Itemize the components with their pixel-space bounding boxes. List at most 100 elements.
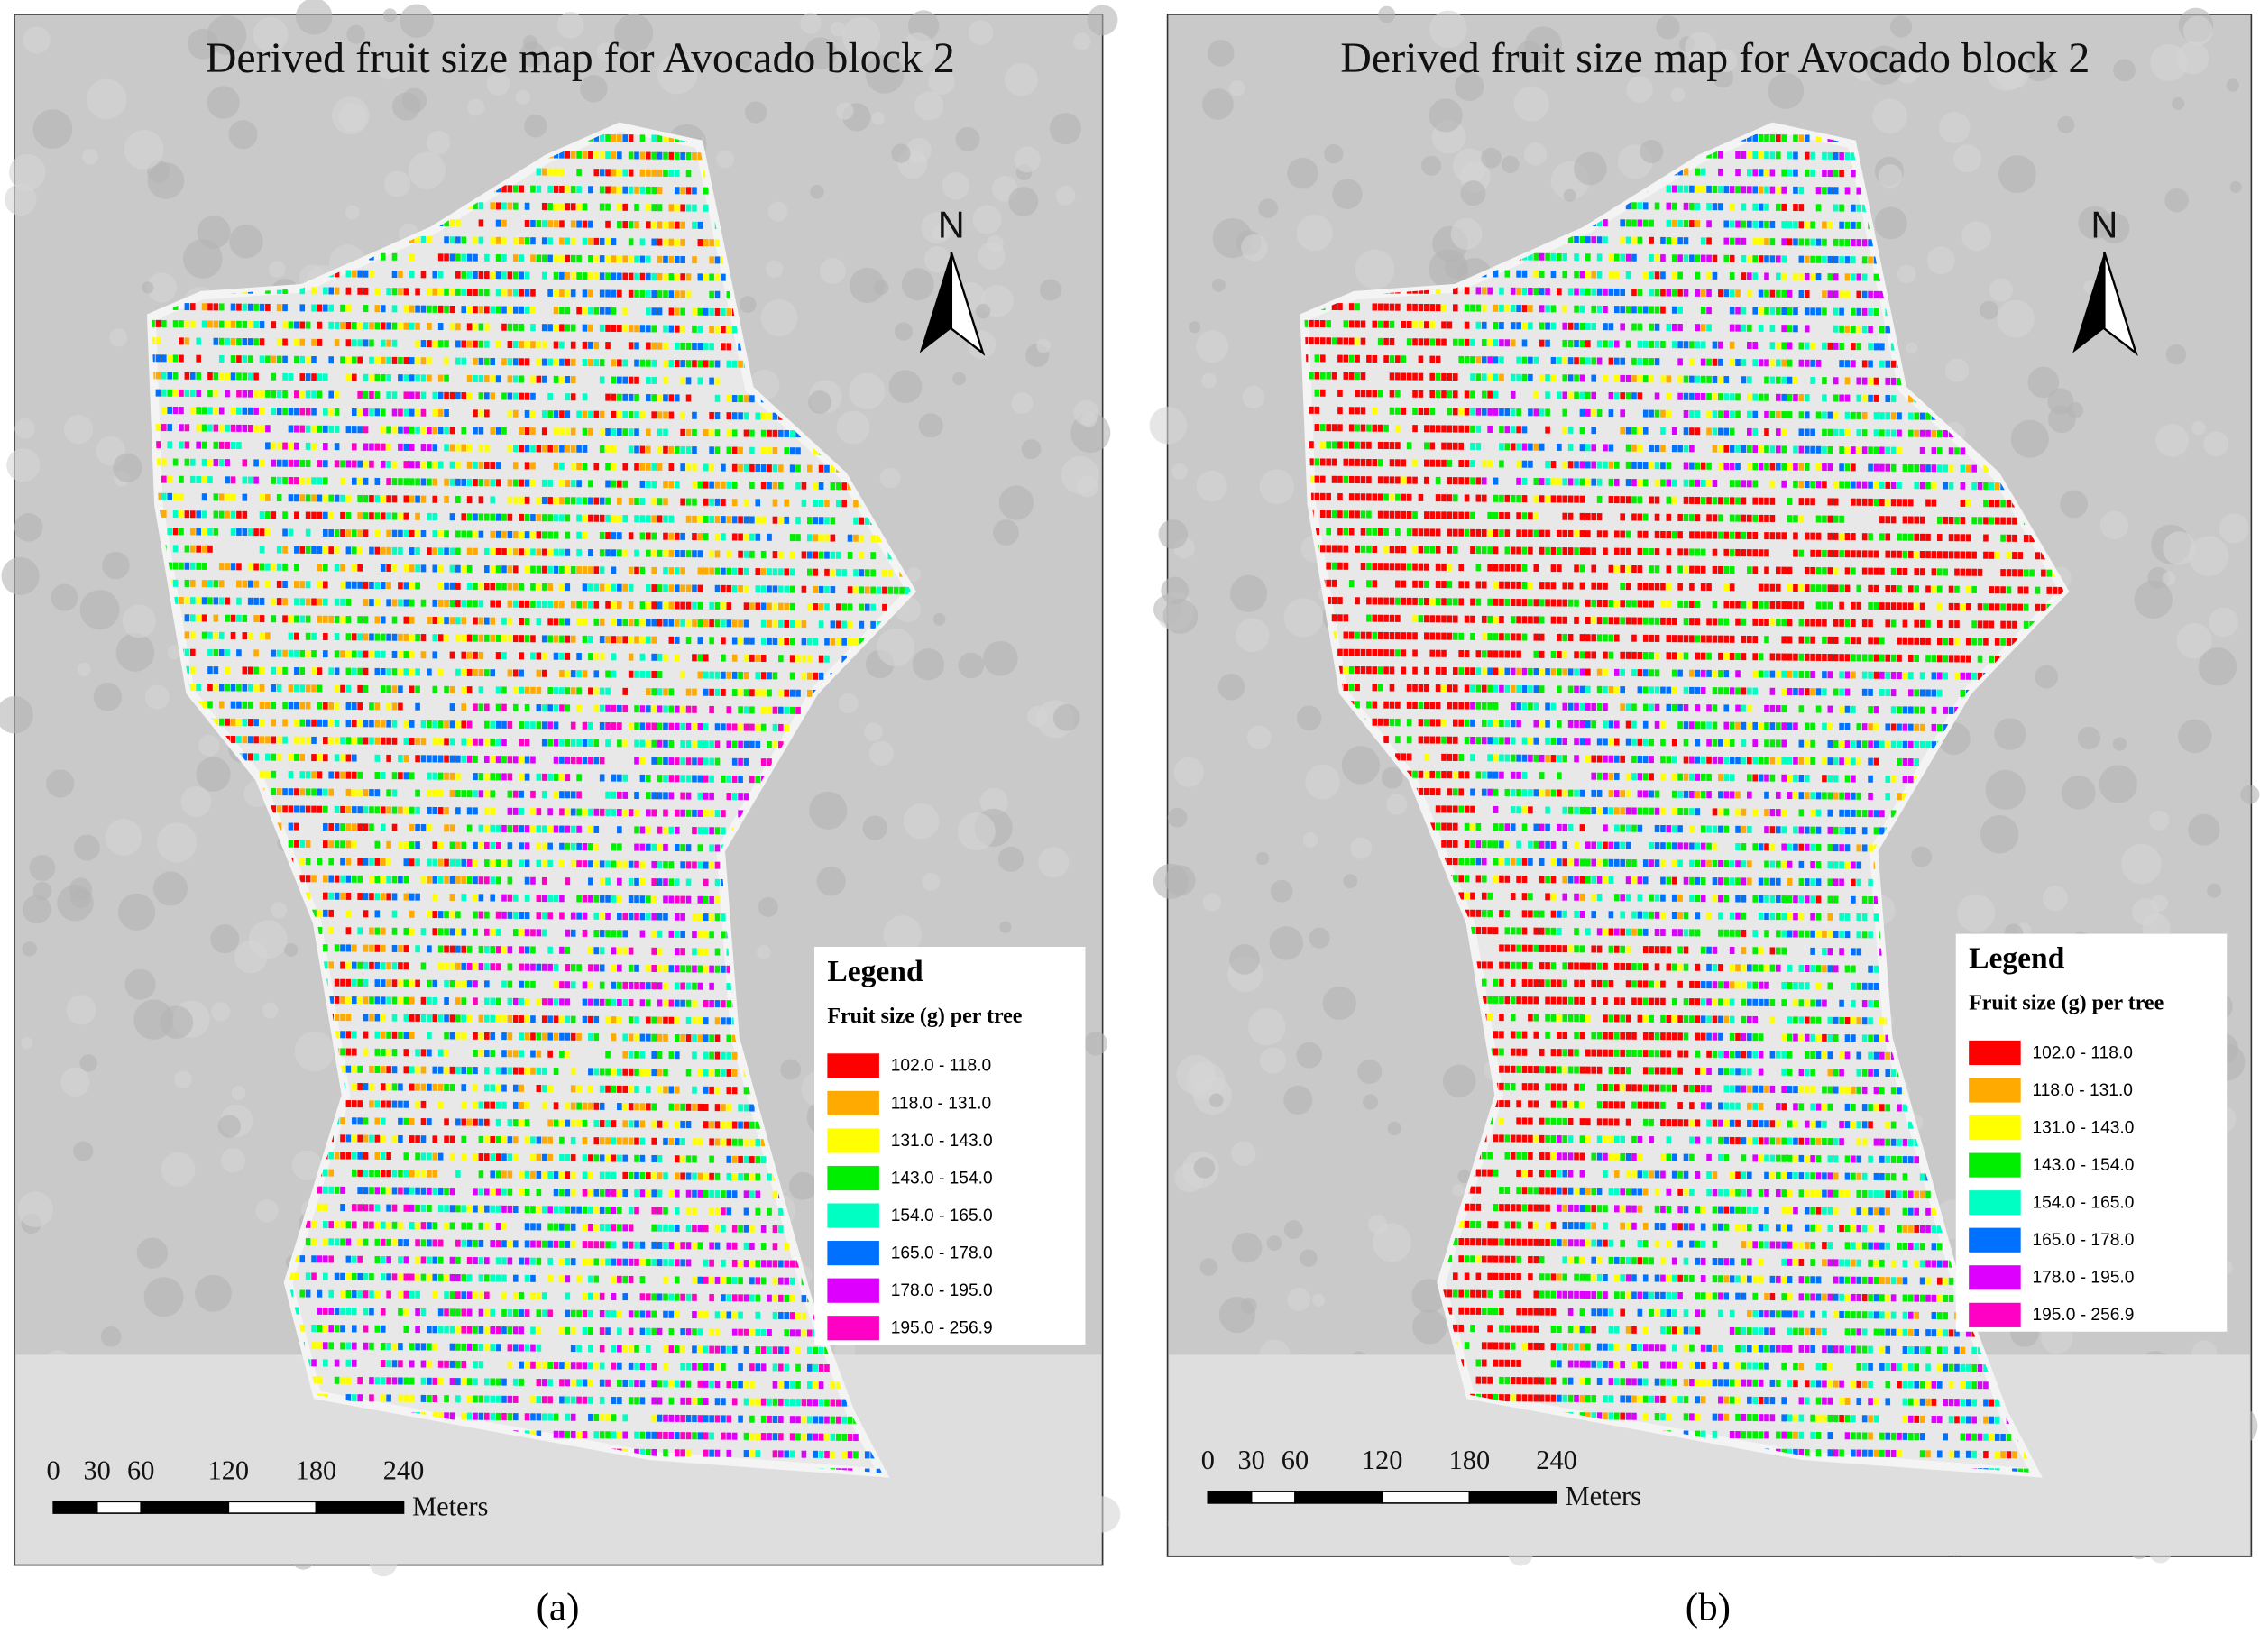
tree-cell	[731, 620, 738, 628]
canopy-texture	[147, 162, 185, 199]
tree-cell	[294, 442, 299, 450]
tree-cell	[427, 616, 432, 624]
tree-cell	[466, 755, 473, 763]
tree-cell	[357, 875, 363, 883]
tree-cell	[663, 273, 668, 281]
tree-cell	[334, 408, 340, 416]
tree-cell	[721, 654, 726, 662]
tree-cell	[726, 394, 732, 402]
tree-cell	[449, 651, 455, 659]
tree-cell	[242, 320, 248, 328]
tree-cell	[409, 616, 415, 624]
tree-cell	[714, 567, 721, 575]
canopy-texture	[556, 12, 584, 39]
tree-cell	[484, 306, 490, 314]
tree-cell	[299, 338, 306, 346]
tree-cell	[466, 824, 473, 832]
canopy-texture	[400, 4, 434, 38]
tree-cell	[651, 860, 657, 868]
tree-cell	[427, 876, 432, 884]
tree-cell	[743, 723, 749, 731]
tree-cell	[789, 620, 795, 628]
tree-cell	[721, 308, 726, 317]
tree-cell	[565, 583, 571, 592]
tree-cell	[663, 567, 668, 575]
tree-cell	[536, 254, 542, 262]
tree-cell	[760, 723, 767, 731]
tree-cell	[714, 498, 721, 506]
tree-cell	[519, 617, 524, 625]
tree-cell	[524, 513, 530, 521]
tree-cell	[772, 620, 778, 628]
tree-cell	[374, 702, 381, 711]
tree-cell	[432, 599, 438, 607]
tree-cell	[242, 736, 248, 744]
tree-cell	[427, 357, 432, 365]
tree-cell	[495, 427, 501, 435]
tree-cell	[305, 581, 311, 589]
tree-cell	[189, 458, 196, 466]
tree-cell	[427, 322, 432, 330]
tree-cell	[657, 187, 663, 195]
tree-cell	[351, 408, 357, 416]
canopy-texture	[294, 1031, 335, 1071]
tree-cell	[351, 426, 357, 434]
tree-cell	[547, 445, 553, 453]
canopy-texture	[767, 201, 788, 222]
tree-cell	[271, 770, 277, 778]
tree-cell	[172, 528, 179, 536]
tree-cell	[432, 841, 438, 849]
canopy-texture	[142, 281, 154, 294]
tree-cell	[357, 771, 363, 779]
tree-cell	[299, 304, 306, 312]
tree-cell	[559, 652, 565, 660]
tree-cell	[743, 550, 749, 558]
tree-cell	[311, 425, 317, 433]
tree-cell	[172, 458, 179, 466]
tree-cell	[813, 603, 818, 611]
tree-cell	[351, 875, 357, 883]
tree-cell	[726, 481, 732, 489]
canopy-texture	[1014, 146, 1041, 173]
tree-cell	[680, 273, 685, 281]
tree-cell	[778, 551, 784, 559]
tree-cell	[697, 601, 703, 610]
tree-cell	[484, 479, 490, 487]
tree-cell	[559, 618, 565, 626]
tree-cell	[334, 667, 340, 675]
tree-cell	[409, 374, 415, 382]
tree-cell	[553, 358, 559, 366]
canopy-texture	[495, 50, 511, 66]
tree-cell	[478, 669, 484, 677]
canopy-texture	[800, 13, 822, 34]
tree-cell	[767, 568, 772, 576]
tree-cell	[247, 719, 253, 727]
tree-cell	[207, 458, 213, 466]
tree-cell	[674, 619, 680, 627]
tree-cell	[784, 689, 790, 697]
tree-cell	[501, 634, 507, 642]
tree-cell	[565, 548, 571, 556]
canopy-texture	[1049, 113, 1081, 145]
canopy-texture	[1055, 186, 1076, 206]
tree-cell	[495, 842, 501, 850]
tree-cell	[657, 411, 663, 419]
tree-cell	[415, 893, 420, 901]
tree-cell	[680, 498, 685, 506]
tree-cell	[663, 861, 668, 869]
canopy-texture	[113, 453, 142, 482]
tree-cell	[628, 376, 634, 384]
canopy-texture	[972, 205, 1002, 234]
tree-cell	[703, 463, 709, 472]
tree-cell	[697, 533, 703, 541]
tree-cell	[334, 875, 340, 883]
tree-cell	[299, 546, 306, 554]
tree-cell	[478, 479, 484, 487]
tree-cell	[634, 272, 639, 280]
tree-cell	[466, 668, 473, 676]
tree-cell	[427, 755, 432, 763]
tree-cell	[530, 306, 536, 314]
tree-cell	[276, 286, 282, 294]
tree-cell	[847, 603, 853, 611]
tree-cell	[726, 567, 732, 575]
